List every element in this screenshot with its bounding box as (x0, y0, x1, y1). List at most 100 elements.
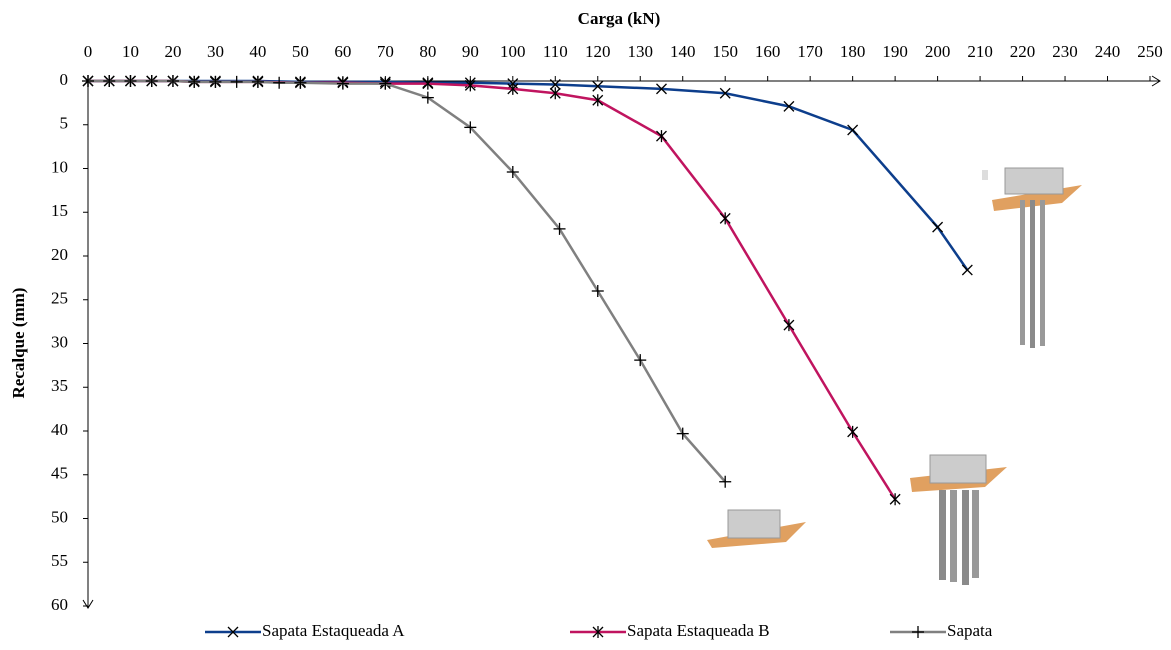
marker (294, 76, 307, 89)
marker (549, 79, 561, 90)
marker (336, 77, 349, 90)
x-tick-label: 100 (500, 42, 526, 61)
marker (592, 626, 604, 638)
legend-label: Sapata Estaqueada A (262, 621, 405, 640)
marker (124, 75, 137, 87)
marker (209, 75, 222, 88)
marker (166, 75, 179, 87)
x-tick-label: 20 (164, 42, 181, 61)
marker (591, 285, 604, 297)
y-tick-label: 0 (60, 70, 69, 89)
marker (719, 212, 731, 225)
marker (273, 76, 286, 89)
illustration-shallow (707, 509, 806, 548)
x-tick-label: 10 (122, 42, 139, 61)
x-tick-label: 230 (1052, 42, 1078, 61)
legend-label: Sapata Estaqueada B (627, 621, 770, 640)
marker (422, 77, 434, 90)
marker-stroke (719, 87, 731, 99)
marker (549, 87, 561, 100)
x-tick-label: 140 (670, 42, 696, 61)
marker (464, 121, 477, 134)
y-tick-label: 55 (51, 551, 68, 570)
x-tick-label: 60 (334, 42, 351, 61)
x-axis-title: Carga (kN) (578, 9, 661, 28)
series-line (88, 79, 969, 271)
marker (251, 75, 264, 88)
x-tick-label: 80 (419, 42, 436, 61)
marker (847, 124, 859, 136)
x-tick-label: 240 (1095, 42, 1121, 61)
marker (82, 75, 94, 87)
marker (889, 493, 901, 506)
series-line (88, 79, 727, 483)
x-tick-label: 130 (627, 42, 653, 61)
series-line (88, 79, 897, 500)
y-tick-label: 40 (51, 420, 68, 439)
marker (656, 83, 667, 95)
marker-stroke (961, 264, 973, 276)
x-tick-label: 40 (249, 42, 266, 61)
y-tick-label: 35 (51, 376, 68, 395)
marker-stroke (549, 79, 561, 90)
marker (421, 91, 434, 104)
y-tick-label: 15 (51, 201, 68, 220)
x-tick-label: 250 (1137, 42, 1163, 61)
marker-stroke (847, 124, 859, 136)
marker (188, 75, 201, 88)
y-tick-label: 20 (51, 245, 68, 264)
y-axis-arrow (82, 599, 94, 609)
marker (847, 425, 859, 438)
x-tick-label: 30 (207, 42, 224, 61)
marker (553, 222, 566, 235)
marker (464, 79, 476, 92)
marker (506, 166, 519, 178)
x-tick-label: 200 (925, 42, 951, 61)
marker (783, 319, 795, 332)
marker (592, 80, 604, 92)
marker-stroke (932, 221, 944, 233)
marker (227, 626, 239, 638)
y-tick-label: 5 (60, 114, 69, 133)
x-tick-label: 150 (712, 42, 738, 61)
marker (145, 75, 158, 87)
y-axis-title: Recalque (mm) (9, 288, 28, 399)
marker (592, 94, 604, 107)
marker (676, 427, 689, 440)
y-tick-label: 60 (51, 595, 68, 614)
marker-stroke (656, 83, 667, 95)
y-tick-label: 25 (51, 289, 68, 308)
x-tick-label: 170 (797, 42, 823, 61)
illustration-pile-b (910, 454, 1007, 585)
marker (719, 475, 732, 488)
marker (103, 75, 116, 87)
marker (719, 87, 731, 99)
marker-stroke (592, 80, 604, 92)
x-axis-arrow (1151, 75, 1161, 87)
x-tick-label: 210 (967, 42, 993, 61)
marker (634, 354, 647, 367)
marker (932, 221, 944, 233)
x-tick-label: 190 (882, 42, 908, 61)
x-tick-label: 180 (840, 42, 866, 61)
y-tick-label: 10 (51, 157, 68, 176)
marker-stroke (783, 100, 795, 112)
y-tick-label: 30 (51, 332, 68, 351)
marker (379, 77, 392, 90)
illustration-pile-a (982, 167, 1082, 348)
marker (912, 626, 924, 638)
x-tick-label: 0 (84, 42, 93, 61)
x-tick-label: 160 (755, 42, 781, 61)
x-tick-label: 120 (585, 42, 611, 61)
marker-stroke (227, 626, 239, 638)
marker (656, 130, 667, 143)
marker (961, 264, 973, 276)
x-tick-label: 50 (292, 42, 309, 61)
marker (783, 100, 795, 112)
y-tick-label: 45 (51, 464, 68, 483)
legend-label: Sapata (947, 621, 993, 640)
marker (230, 75, 243, 88)
x-tick-label: 70 (377, 42, 394, 61)
marker (507, 82, 519, 95)
